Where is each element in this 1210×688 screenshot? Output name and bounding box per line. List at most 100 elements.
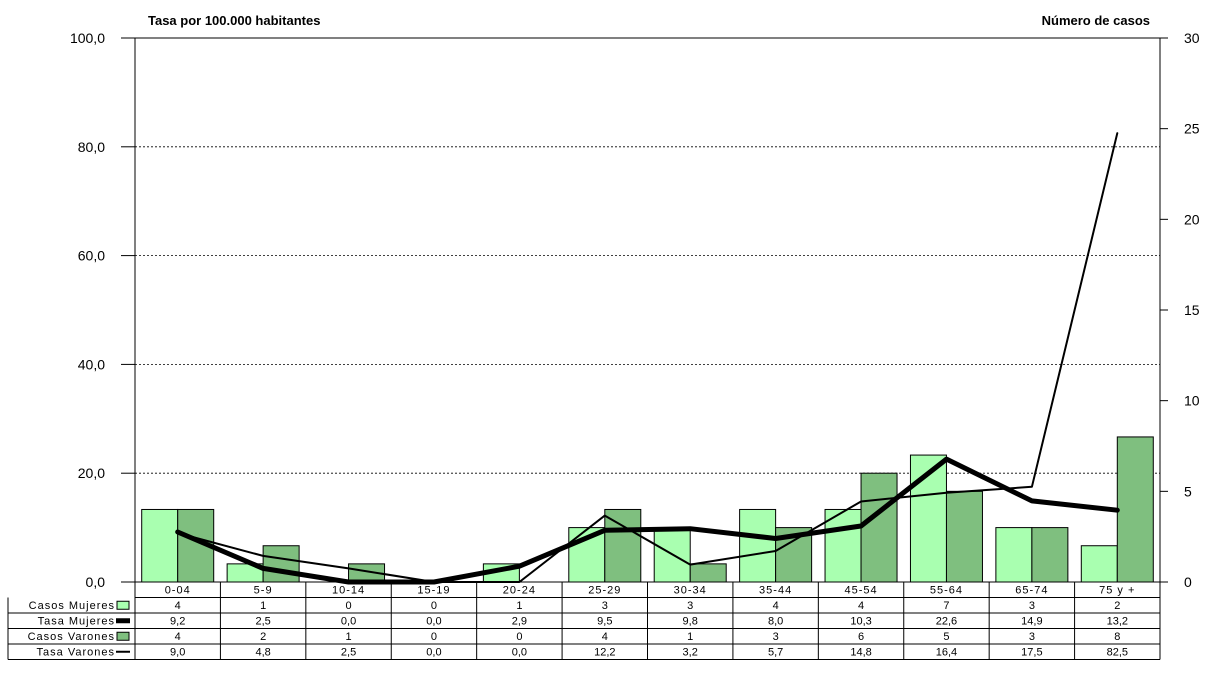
table-cell: 4 xyxy=(602,631,608,643)
table-cell: 5,7 xyxy=(768,647,783,659)
left-tick-label: 100,0 xyxy=(70,30,105,46)
table-cell: 4 xyxy=(773,600,779,612)
table-cell: 0,0 xyxy=(426,616,441,628)
table-cell: 0 xyxy=(516,631,522,643)
table-cell: 22,6 xyxy=(936,616,957,628)
table-cell: 3 xyxy=(1029,600,1035,612)
table-cell: 16,4 xyxy=(936,647,957,659)
table-cell: 3 xyxy=(602,600,608,612)
category-label: 25-29 xyxy=(588,585,621,597)
bar-casos-varones xyxy=(604,508,642,583)
table-cell: 9,0 xyxy=(170,647,185,659)
category-label: 15-19 xyxy=(417,585,450,597)
right-tick-label: 10 xyxy=(1184,393,1200,409)
category-label: 35-44 xyxy=(759,585,792,597)
table-cell: 5 xyxy=(943,631,949,643)
lines xyxy=(175,132,1120,585)
right-tick-label: 30 xyxy=(1184,30,1200,46)
right-tick-label: 5 xyxy=(1184,483,1192,499)
category-label: 0-04 xyxy=(165,585,191,597)
table-cell: 10,3 xyxy=(850,616,871,628)
table-cell: 14,8 xyxy=(850,647,871,659)
table-cell: 3,2 xyxy=(683,647,698,659)
bar-casos-varones xyxy=(1116,436,1154,583)
left-tick-label: 40,0 xyxy=(78,356,105,372)
table-cell: 9,8 xyxy=(683,616,698,628)
row-label: Tasa Varones xyxy=(37,647,115,659)
bar-casos-varones xyxy=(262,545,300,583)
right-tick-label: 15 xyxy=(1184,302,1200,318)
bar-casos-varones xyxy=(1031,527,1069,583)
table-cell: 0,0 xyxy=(512,647,527,659)
table-cell: 82,5 xyxy=(1107,647,1128,659)
row-label: Casos Varones xyxy=(28,631,115,643)
line-tasa-mujeres xyxy=(175,456,1120,585)
left-tick-label: 80,0 xyxy=(78,139,105,155)
category-label: 20-24 xyxy=(503,585,536,597)
left-tick-label: 20,0 xyxy=(78,465,105,481)
legend-key xyxy=(116,631,130,641)
right-axis-title: Número de casos xyxy=(1042,13,1150,28)
category-label: 30-34 xyxy=(674,585,707,597)
bar-casos-varones xyxy=(945,490,983,583)
plot-area xyxy=(134,37,1161,583)
table-cell: 4 xyxy=(175,631,181,643)
table-cell: 1 xyxy=(345,631,351,643)
table-cell: 1 xyxy=(687,631,693,643)
row-label: Casos Mujeres xyxy=(29,600,115,612)
category-label: 10-14 xyxy=(332,585,365,597)
table-cell: 3 xyxy=(687,600,693,612)
table-cell: 1 xyxy=(260,600,266,612)
category-label: 5-9 xyxy=(254,585,273,597)
table-cell: 6 xyxy=(858,631,864,643)
left-tick-label: 0,0 xyxy=(86,574,106,590)
bar-casos-mujeres xyxy=(1080,545,1118,583)
table-cell: 8,0 xyxy=(768,616,783,628)
right-tick-label: 20 xyxy=(1184,211,1200,227)
gridlines xyxy=(135,146,1160,474)
category-label: 55-64 xyxy=(930,585,963,597)
legend-key xyxy=(116,600,130,610)
right-tick-label: 25 xyxy=(1184,121,1200,137)
right-tick-label: 0 xyxy=(1184,574,1192,590)
left-axis-title: Tasa por 100.000 habitantes xyxy=(148,13,320,28)
table-cell: 7 xyxy=(943,600,949,612)
bar-casos-mujeres xyxy=(141,508,179,583)
table-cell: 2 xyxy=(1114,600,1120,612)
table-cell: 2,5 xyxy=(341,647,356,659)
table-cell: 9,5 xyxy=(597,616,612,628)
table-cell: 2,9 xyxy=(512,616,527,628)
table-cell: 13,2 xyxy=(1107,616,1128,628)
row-label: Tasa Mujeres xyxy=(38,616,115,628)
bar-casos-mujeres xyxy=(995,527,1033,583)
data-table: 0-04 5-9 10-14 15-19 20-24 25-29 30-34 35-44 45-… xyxy=(7,582,1161,660)
table-cell: 0,0 xyxy=(341,616,356,628)
table-cell: 12,2 xyxy=(594,647,615,659)
left-tick-label: 60,0 xyxy=(78,248,105,264)
table-cell: 14,9 xyxy=(1021,616,1042,628)
table-cell: 4,8 xyxy=(255,647,270,659)
bar-casos-varones xyxy=(860,472,898,583)
table-cell: 2,5 xyxy=(255,616,270,628)
bar-casos-mujeres xyxy=(739,508,777,583)
table-cell: 4 xyxy=(175,600,181,612)
axes: 0,0 20,0 40,0 60,0 80,0 100,0 0 5 10 15 20 25 30 xyxy=(70,30,1200,590)
bar-casos-varones xyxy=(689,563,727,583)
table-cell: 0,0 xyxy=(426,647,441,659)
table-cell: 0 xyxy=(345,600,351,612)
category-label: 45-54 xyxy=(844,585,877,597)
table-cell: 4 xyxy=(858,600,864,612)
table-cell: 0 xyxy=(431,600,437,612)
category-label: 75 y + xyxy=(1099,585,1135,597)
table-cell: 3 xyxy=(773,631,779,643)
table-cell: 3 xyxy=(1029,631,1035,643)
table-cell: 1 xyxy=(516,600,522,612)
table-cell: 9,2 xyxy=(170,616,185,628)
table-cell: 2 xyxy=(260,631,266,643)
table-cell: 0 xyxy=(431,631,437,643)
line-tasa-varones xyxy=(176,132,1119,583)
table-cell: 17,5 xyxy=(1021,647,1042,659)
table-cell: 8 xyxy=(1114,631,1120,643)
category-label: 65-74 xyxy=(1015,585,1048,597)
